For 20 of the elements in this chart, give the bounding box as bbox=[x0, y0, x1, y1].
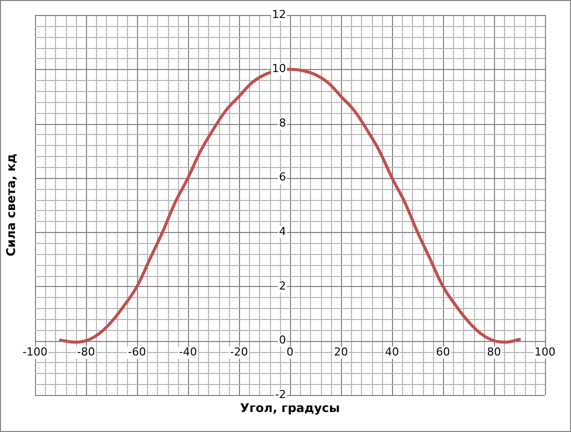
x-tick-label: 80 bbox=[487, 346, 501, 359]
x-tick-label: -20 bbox=[230, 346, 248, 359]
x-tick-label: -60 bbox=[128, 346, 146, 359]
x-tick-label: -100 bbox=[22, 346, 48, 359]
y-tick-label: 12 bbox=[272, 8, 286, 21]
x-tick-label: 100 bbox=[534, 346, 556, 359]
y-tick-label: -2 bbox=[275, 388, 286, 401]
y-tick-label: 4 bbox=[279, 225, 286, 238]
x-tick-label: 40 bbox=[385, 346, 399, 359]
y-tick-label: 0 bbox=[279, 334, 286, 347]
y-tick-label: 10 bbox=[272, 62, 286, 76]
y-tick-label: 8 bbox=[279, 116, 286, 130]
x-tick-label: -40 bbox=[179, 346, 197, 359]
x-axis-title: Угол, градусы bbox=[240, 401, 340, 416]
x-tick-label: 20 bbox=[334, 346, 348, 359]
x-tick-label: 60 bbox=[436, 346, 450, 359]
y-tick-label: 6 bbox=[279, 170, 286, 184]
x-tick-label: -80 bbox=[77, 346, 95, 359]
y-axis-title: Сила света, кд bbox=[4, 153, 18, 256]
y-tick-label: 2 bbox=[279, 279, 286, 292]
